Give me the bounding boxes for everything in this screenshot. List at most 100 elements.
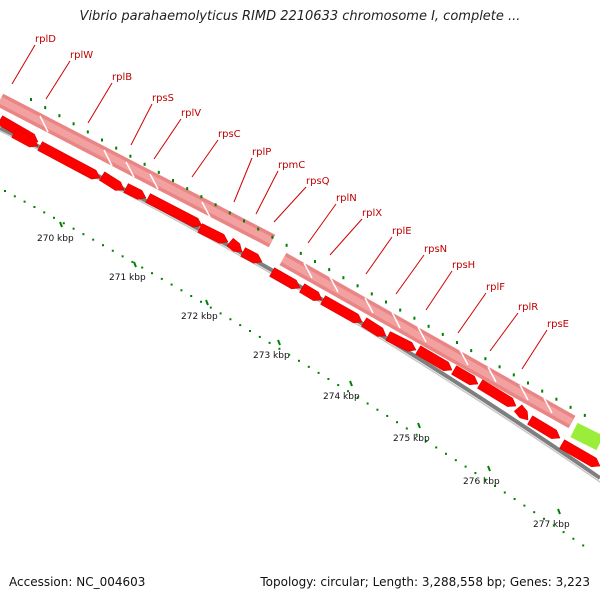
minor-tick — [386, 414, 389, 417]
gene-arrow[interactable] — [320, 295, 363, 324]
track-tick — [470, 349, 473, 353]
gene-label-rplD[interactable]: rplD — [35, 34, 56, 45]
gene-label-rplP[interactable]: rplP — [252, 147, 271, 158]
gene-leader-line — [273, 186, 307, 223]
gene-label-rplV[interactable]: rplV — [181, 108, 201, 119]
gene-label-rpsC[interactable]: rpsC — [218, 129, 241, 140]
gene-label-rpsE[interactable]: rpsE — [547, 319, 569, 330]
track-tick — [441, 332, 444, 336]
minor-tick — [454, 459, 457, 462]
gene-leader-line — [425, 270, 453, 311]
minor-tick — [92, 238, 95, 241]
gene-arrow[interactable] — [37, 141, 101, 180]
minor-tick — [298, 359, 300, 362]
track-tick — [214, 203, 217, 207]
minor-tick — [503, 491, 506, 494]
major-tick — [205, 299, 209, 306]
track-tick — [58, 114, 61, 118]
gene-label-rplW[interactable]: rplW — [70, 50, 93, 61]
gene-arrow[interactable] — [240, 247, 263, 264]
cds-track — [0, 93, 600, 451]
gene-arrow[interactable] — [226, 237, 243, 253]
gene-arrow[interactable] — [385, 331, 417, 352]
gene-label-rplR[interactable]: rplR — [518, 302, 538, 313]
minor-tick — [190, 295, 193, 298]
gene-arrow[interactable] — [98, 171, 125, 191]
tick-label: 277 kbp — [533, 520, 570, 530]
major-tick — [349, 380, 353, 387]
gene-leader-line — [45, 60, 71, 100]
gene-label-rpsH[interactable]: rpsH — [452, 260, 475, 271]
gene-leader-line — [153, 118, 182, 160]
track-tick — [86, 130, 89, 134]
major-tick — [133, 261, 137, 268]
gene-label-rplE[interactable]: rplE — [392, 226, 412, 237]
gene-label-rplB[interactable]: rplB — [112, 72, 132, 83]
gene-arrow[interactable] — [451, 365, 479, 386]
minor-tick — [278, 347, 281, 350]
tick-label: 272 kbp — [181, 312, 218, 322]
minor-tick — [239, 324, 242, 327]
track-tick — [583, 413, 586, 417]
gene-label-rplN[interactable]: rplN — [336, 193, 357, 204]
gene-label-rpmC[interactable]: rpmC — [278, 160, 305, 171]
minor-tick — [396, 421, 398, 424]
track-tick — [498, 365, 501, 369]
gene-arrow[interactable] — [415, 345, 453, 372]
genome-summary: Topology: circular; Length: 3,288,558 bp… — [260, 575, 590, 589]
minor-tick — [170, 283, 173, 286]
gene-label-rpsS[interactable]: rpsS — [152, 93, 174, 104]
track-tick — [342, 276, 345, 280]
track-tick — [399, 308, 402, 312]
gene-arrow[interactable] — [11, 128, 39, 148]
gene-arrow[interactable] — [360, 317, 387, 337]
gene-arrow[interactable] — [197, 223, 229, 244]
minor-tick — [552, 524, 555, 527]
gene-arrow[interactable] — [527, 415, 561, 439]
minor-tick — [209, 306, 212, 309]
minor-tick — [464, 465, 467, 468]
minor-tick — [33, 206, 36, 209]
track-tick — [143, 162, 146, 166]
gene-arrow[interactable] — [559, 439, 600, 468]
gene-label-rplF[interactable]: rplF — [486, 282, 505, 293]
gene-label-rplX[interactable]: rplX — [362, 208, 382, 219]
track-tick — [129, 154, 132, 158]
gene-arrow[interactable] — [145, 193, 203, 228]
gene-arrow[interactable] — [123, 183, 147, 200]
gene-arrows — [0, 115, 600, 468]
minor-tick — [160, 277, 163, 280]
map-title: Vibrio parahaemolyticus RIMD 2210633 chr… — [79, 9, 521, 24]
minor-tick — [200, 300, 202, 303]
minor-tick — [356, 396, 359, 399]
minor-tick — [151, 272, 153, 275]
gene-arrow[interactable] — [299, 283, 323, 301]
track-tick — [200, 195, 203, 199]
gene-label-rpsQ[interactable]: rpsQ — [306, 176, 330, 187]
minor-tick — [523, 504, 526, 507]
track-tick — [385, 300, 387, 304]
minor-tick — [23, 200, 26, 203]
gene-arrow[interactable] — [269, 267, 301, 290]
gene-arrow[interactable] — [513, 404, 529, 421]
track-tick — [413, 316, 416, 320]
minor-tick — [405, 427, 408, 430]
gene-leader-line — [11, 44, 36, 85]
track-tick — [555, 397, 558, 401]
minor-tick — [533, 511, 536, 514]
minor-tick — [484, 478, 487, 481]
gene-arrow[interactable] — [477, 379, 517, 407]
tick-label: 276 kbp — [463, 477, 500, 487]
gene-leader-line — [233, 157, 253, 203]
track-tick — [44, 106, 47, 110]
major-tick — [59, 221, 63, 228]
minor-tick — [347, 390, 349, 393]
track-tick — [101, 138, 103, 142]
gene-label-rpsN[interactable]: rpsN — [424, 244, 447, 255]
gene-leader-line — [365, 236, 393, 275]
minor-tick — [307, 365, 310, 368]
minor-tick — [72, 227, 75, 230]
minor-tick — [141, 266, 144, 269]
